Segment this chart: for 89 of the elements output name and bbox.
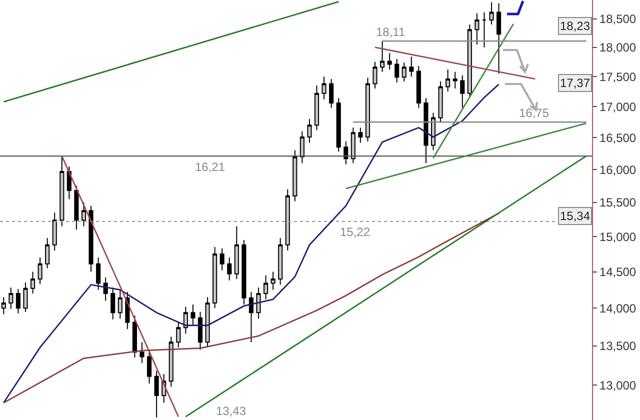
y-tick-label: 15,000 [599, 230, 636, 244]
candlestick [140, 342, 144, 364]
candlestick [205, 296, 210, 348]
candlestick [387, 52, 392, 70]
candlestick [322, 76, 326, 100]
candlestick [314, 85, 320, 131]
candlestick [380, 40, 385, 72]
candlestick [154, 370, 159, 418]
candlestick [452, 71, 458, 90]
candlestick [409, 56, 414, 78]
candlestick [132, 315, 137, 358]
candlestick [264, 274, 268, 300]
candlestick [242, 240, 246, 305]
candlestick [60, 156, 64, 227]
candlestick [292, 150, 298, 202]
candlestick [424, 98, 428, 164]
candlestick [183, 306, 188, 334]
candlestick [66, 166, 72, 200]
candlestick [344, 140, 348, 165]
candlestick [81, 202, 86, 227]
candlestick [358, 127, 363, 144]
candlestick [365, 77, 370, 142]
candlestick [248, 291, 254, 343]
candlestick [30, 271, 36, 294]
annotation: 13,43 [216, 404, 246, 418]
line-series [2, 84, 500, 404]
candlestick [234, 226, 239, 280]
candlestick [146, 350, 152, 384]
y-tick-label: 13,000 [599, 378, 636, 392]
annotation: 16,21 [195, 160, 226, 174]
candlestick [88, 205, 94, 272]
candlestick [394, 58, 400, 84]
candlestick [1, 296, 6, 315]
candlestick [278, 237, 283, 286]
candlestick [38, 257, 42, 284]
line-series [2, 212, 500, 404]
candlestick [307, 118, 312, 144]
candlestick [168, 336, 174, 388]
y-tick-label: 15,500 [599, 196, 636, 210]
candlestick [300, 130, 304, 164]
annotation: 15,22 [340, 225, 370, 239]
y-tick-label: 17,000 [599, 100, 636, 114]
annotation: 15,34 [560, 209, 590, 223]
annotation: 18,23 [560, 19, 590, 33]
annotation: 18,11 [376, 25, 406, 39]
candlestick [489, 2, 494, 26]
candlestick [23, 282, 28, 312]
candlestick [256, 287, 261, 320]
candlestick [103, 277, 108, 302]
candlestick [220, 248, 224, 271]
candlestick [198, 311, 203, 350]
y-tick-label: 17,500 [599, 70, 636, 84]
candlestick [227, 257, 232, 281]
candlestick [285, 188, 290, 251]
candlestick [96, 257, 101, 290]
candlestick [270, 271, 276, 290]
candlestick [176, 321, 181, 348]
candlestick [212, 246, 218, 309]
candlestick [430, 112, 436, 151]
candlestick [372, 61, 378, 90]
candlestick [190, 304, 196, 326]
candlestick [416, 65, 421, 108]
candlestick [482, 12, 487, 48]
y-tick-label: 18,000 [599, 40, 636, 55]
y-tick-label: 13,500 [599, 339, 636, 354]
candlestick [52, 212, 57, 251]
candlestick [438, 80, 443, 124]
y-tick-label: 18,500 [599, 12, 636, 26]
candlestick [496, 2, 502, 74]
candlestick [329, 78, 334, 108]
annotation: 16,75 [519, 106, 550, 120]
y-tick-label: 14,000 [599, 301, 636, 316]
candlestick [8, 287, 14, 310]
candlestick [16, 288, 20, 314]
candlestick [74, 185, 79, 230]
y-tick-label: 16,500 [599, 130, 636, 145]
candlestick [446, 68, 450, 92]
annotation: 17,37 [560, 76, 590, 90]
candlestick [474, 12, 480, 45]
y-tick-label: 14,500 [599, 264, 636, 279]
candlestick [460, 74, 465, 108]
candlestick [336, 98, 341, 152]
candlestick [118, 289, 122, 320]
y-tick-label: 16,000 [599, 162, 636, 177]
candlestick [467, 24, 472, 98]
candlestick [110, 287, 116, 320]
candlestick [350, 127, 356, 164]
candlestick [45, 237, 50, 269]
candlestick [402, 62, 406, 82]
